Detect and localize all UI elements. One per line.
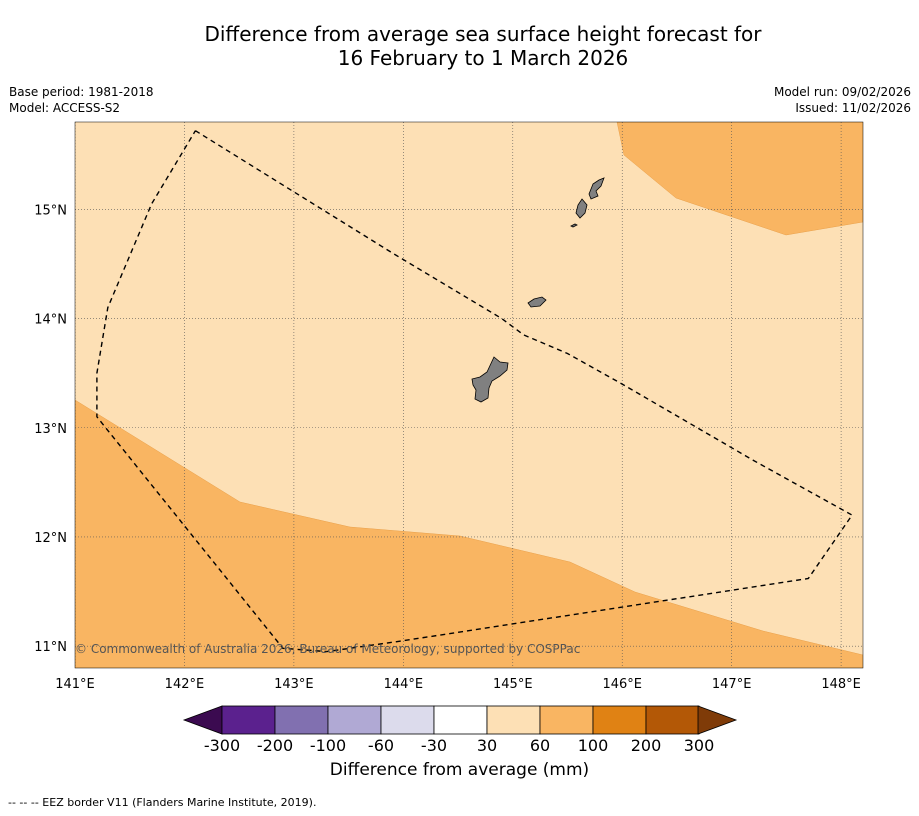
latitude-label: 12°N [34,531,67,546]
colorbar-extend-max [697,705,738,735]
longitude-label: 142°E [165,677,205,692]
land-masses [471,177,605,403]
anomaly-band-60-100-northeast [616,122,863,236]
map-area: © Commonwealth of Australia 2026, Bureau… [75,122,863,668]
colorbar-tick: 200 [631,736,662,755]
latitude-label: 11°N [34,640,67,655]
colorbar-cell [327,705,382,735]
longitude-label: 141°E [55,677,95,692]
colorbar-cell [592,705,647,735]
colorbar-extend-min [182,705,223,735]
colorbar-cells [221,705,700,735]
longitude-labels: 141°E 142°E 143°E 144°E 145°E 146°E 147°E 148°E [55,677,861,692]
anomaly-band-60-100-southwest [75,399,863,668]
colorbar-tick: 300 [684,736,715,755]
issued-date: Issued: 11/02/2026 [795,101,911,115]
colorbar-title: Difference from average (mm) [329,760,590,780]
colorbar-tick: 60 [530,736,550,755]
latitude-label: 14°N [34,313,67,328]
island-tinian [575,198,588,219]
model-run: Model run: 09/02/2026 [773,85,911,99]
island-saipan [588,177,605,200]
copyright-notice: © Commonwealth of Australia 2026, Bureau… [75,642,580,656]
longitude-label: 148°E [821,677,861,692]
colorbar-cell [380,705,435,735]
island-rota [527,296,547,308]
island-guam [471,356,509,403]
colorbar-tick-labels: -300 -200 -100 -60 -30 30 60 100 200 300 [204,736,714,755]
title-line-2: 16 February to 1 March 2026 [337,46,629,70]
title-line-1: Difference from average sea surface heig… [204,22,762,46]
longitude-label: 145°E [493,677,533,692]
eez-border [96,130,854,653]
colorbar-cell [274,705,329,735]
meta-left: Base period: 1981-2018 Model: ACCESS-S2 [9,84,154,116]
colorbar: -300 -200 -100 -60 -30 30 60 100 200 300 [182,705,738,755]
eez-legend-note: -- -- -- EEZ border V11 (Flanders Marine… [8,796,317,809]
map-frame [74,121,864,669]
latitude-label: 13°N [34,422,67,437]
latitude-label: 15°N [34,203,67,218]
colorbar-tick: -100 [310,736,346,755]
colorbar-tick: 100 [578,736,609,755]
base-period: Base period: 1981-2018 [9,85,154,99]
colorbar-tick: -30 [421,736,447,755]
colorbar-cell [433,705,488,735]
model-name: Model: ACCESS-S2 [9,101,121,115]
colorbar-cell [539,705,594,735]
longitude-label: 143°E [274,677,314,692]
colorbar-tick: -60 [368,736,394,755]
colorbar-tick: 30 [477,736,497,755]
meta-right: Model run: 09/02/2026 Issued: 11/02/2026 [774,84,911,116]
figure-title: Difference from average sea surface heig… [0,22,919,70]
island-aguijan [570,223,578,228]
latitude-labels: 11°N 12°N 13°N 14°N 15°N [34,203,67,655]
colorbar-cell [645,705,700,735]
colorbar-tick: -300 [204,736,240,755]
colorbar-cell [221,705,276,735]
longitude-label: 144°E [384,677,424,692]
colorbar-cell [486,705,541,735]
colorbar-tick: -200 [257,736,293,755]
graticule [75,122,863,668]
longitude-label: 147°E [712,677,752,692]
longitude-label: 146°E [602,677,642,692]
